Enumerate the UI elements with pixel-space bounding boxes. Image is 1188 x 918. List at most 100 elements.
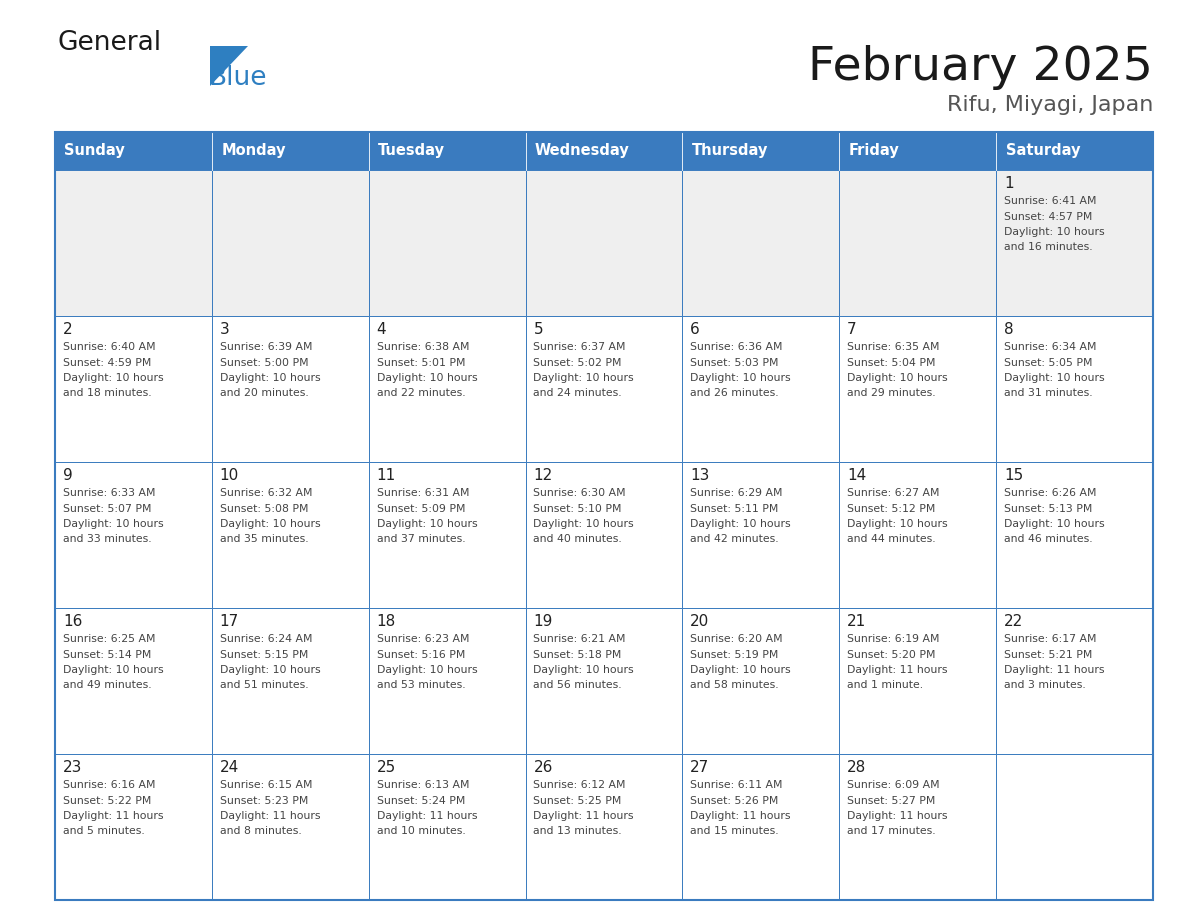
Bar xyxy=(368,316,525,462)
Text: Daylight: 10 hours: Daylight: 10 hours xyxy=(1004,373,1105,383)
Bar xyxy=(997,170,1154,316)
Text: and 3 minutes.: and 3 minutes. xyxy=(1004,680,1086,690)
Text: and 42 minutes.: and 42 minutes. xyxy=(690,534,779,544)
Bar xyxy=(368,170,525,316)
Text: 18: 18 xyxy=(377,614,396,629)
Text: and 58 minutes.: and 58 minutes. xyxy=(690,680,779,690)
Text: 20: 20 xyxy=(690,614,709,629)
Bar xyxy=(525,608,682,754)
Bar xyxy=(211,462,368,608)
Bar xyxy=(55,170,211,316)
Text: and 13 minutes.: and 13 minutes. xyxy=(533,826,623,836)
Text: Sunday: Sunday xyxy=(64,143,125,159)
Bar xyxy=(682,316,839,462)
Text: Sunset: 5:18 PM: Sunset: 5:18 PM xyxy=(533,650,621,659)
Text: and 51 minutes.: and 51 minutes. xyxy=(220,680,309,690)
Bar xyxy=(368,608,525,754)
Text: Sunset: 5:01 PM: Sunset: 5:01 PM xyxy=(377,357,465,367)
Text: Sunset: 5:24 PM: Sunset: 5:24 PM xyxy=(377,796,465,805)
Bar xyxy=(525,316,682,462)
Text: 10: 10 xyxy=(220,468,239,483)
Text: Sunset: 5:23 PM: Sunset: 5:23 PM xyxy=(220,796,308,805)
Text: 12: 12 xyxy=(533,468,552,483)
Bar xyxy=(211,316,368,462)
Text: Sunset: 4:57 PM: Sunset: 4:57 PM xyxy=(1004,211,1092,221)
Text: Sunset: 5:27 PM: Sunset: 5:27 PM xyxy=(847,796,935,805)
Text: and 35 minutes.: and 35 minutes. xyxy=(220,534,309,544)
Bar xyxy=(55,754,211,900)
Text: 15: 15 xyxy=(1004,468,1023,483)
Text: and 5 minutes.: and 5 minutes. xyxy=(63,826,145,836)
Text: 21: 21 xyxy=(847,614,866,629)
Text: Wednesday: Wednesday xyxy=(535,143,630,159)
Text: Sunrise: 6:26 AM: Sunrise: 6:26 AM xyxy=(1004,488,1097,498)
Bar xyxy=(682,608,839,754)
Bar xyxy=(682,462,839,608)
Text: 3: 3 xyxy=(220,322,229,337)
Text: and 10 minutes.: and 10 minutes. xyxy=(377,826,466,836)
Text: 1: 1 xyxy=(1004,176,1013,191)
Text: 24: 24 xyxy=(220,760,239,775)
Text: Saturday: Saturday xyxy=(1005,143,1080,159)
Text: Sunrise: 6:12 AM: Sunrise: 6:12 AM xyxy=(533,780,626,790)
Text: and 53 minutes.: and 53 minutes. xyxy=(377,680,466,690)
Text: Sunrise: 6:32 AM: Sunrise: 6:32 AM xyxy=(220,488,312,498)
Text: 27: 27 xyxy=(690,760,709,775)
Text: Sunrise: 6:24 AM: Sunrise: 6:24 AM xyxy=(220,634,312,644)
Text: 22: 22 xyxy=(1004,614,1023,629)
Bar xyxy=(211,608,368,754)
Text: Sunrise: 6:30 AM: Sunrise: 6:30 AM xyxy=(533,488,626,498)
Text: Daylight: 10 hours: Daylight: 10 hours xyxy=(690,519,791,529)
Text: and 15 minutes.: and 15 minutes. xyxy=(690,826,779,836)
Text: Sunrise: 6:39 AM: Sunrise: 6:39 AM xyxy=(220,342,312,352)
Bar xyxy=(839,132,997,170)
Text: Sunset: 5:05 PM: Sunset: 5:05 PM xyxy=(1004,357,1093,367)
Text: Sunset: 5:15 PM: Sunset: 5:15 PM xyxy=(220,650,308,659)
Text: and 29 minutes.: and 29 minutes. xyxy=(847,388,936,398)
Bar xyxy=(55,462,211,608)
Text: Sunrise: 6:17 AM: Sunrise: 6:17 AM xyxy=(1004,634,1097,644)
Text: and 17 minutes.: and 17 minutes. xyxy=(847,826,936,836)
Text: Daylight: 10 hours: Daylight: 10 hours xyxy=(377,665,478,675)
Text: and 24 minutes.: and 24 minutes. xyxy=(533,388,623,398)
Text: Daylight: 10 hours: Daylight: 10 hours xyxy=(63,519,164,529)
Text: Daylight: 11 hours: Daylight: 11 hours xyxy=(1004,665,1105,675)
Text: and 33 minutes.: and 33 minutes. xyxy=(63,534,151,544)
Bar xyxy=(55,608,211,754)
Text: 16: 16 xyxy=(63,614,82,629)
Text: Blue: Blue xyxy=(208,65,266,91)
Bar xyxy=(368,754,525,900)
Text: Sunset: 5:12 PM: Sunset: 5:12 PM xyxy=(847,503,935,513)
Text: 26: 26 xyxy=(533,760,552,775)
Text: Sunrise: 6:16 AM: Sunrise: 6:16 AM xyxy=(63,780,156,790)
Text: 2: 2 xyxy=(63,322,72,337)
Polygon shape xyxy=(210,46,248,86)
Bar xyxy=(525,170,682,316)
Text: Rifu, Miyagi, Japan: Rifu, Miyagi, Japan xyxy=(947,95,1154,115)
Bar xyxy=(525,132,682,170)
Text: Sunset: 5:11 PM: Sunset: 5:11 PM xyxy=(690,503,778,513)
Text: Sunrise: 6:13 AM: Sunrise: 6:13 AM xyxy=(377,780,469,790)
Text: 17: 17 xyxy=(220,614,239,629)
Text: Sunrise: 6:34 AM: Sunrise: 6:34 AM xyxy=(1004,342,1097,352)
Text: Sunset: 5:04 PM: Sunset: 5:04 PM xyxy=(847,357,936,367)
Text: Sunrise: 6:23 AM: Sunrise: 6:23 AM xyxy=(377,634,469,644)
Text: Daylight: 11 hours: Daylight: 11 hours xyxy=(847,811,948,821)
Text: Sunrise: 6:37 AM: Sunrise: 6:37 AM xyxy=(533,342,626,352)
Text: Daylight: 11 hours: Daylight: 11 hours xyxy=(533,811,634,821)
Bar xyxy=(55,316,211,462)
Bar xyxy=(682,170,839,316)
Bar xyxy=(682,754,839,900)
Text: Sunset: 5:08 PM: Sunset: 5:08 PM xyxy=(220,503,308,513)
Text: Sunset: 5:19 PM: Sunset: 5:19 PM xyxy=(690,650,778,659)
Text: Daylight: 11 hours: Daylight: 11 hours xyxy=(847,665,948,675)
Text: Daylight: 10 hours: Daylight: 10 hours xyxy=(847,373,948,383)
Bar xyxy=(211,170,368,316)
Bar xyxy=(839,170,997,316)
Text: Daylight: 10 hours: Daylight: 10 hours xyxy=(377,373,478,383)
Text: Daylight: 11 hours: Daylight: 11 hours xyxy=(377,811,478,821)
Text: 13: 13 xyxy=(690,468,709,483)
Text: Daylight: 10 hours: Daylight: 10 hours xyxy=(690,665,791,675)
Text: 23: 23 xyxy=(63,760,82,775)
Text: 4: 4 xyxy=(377,322,386,337)
